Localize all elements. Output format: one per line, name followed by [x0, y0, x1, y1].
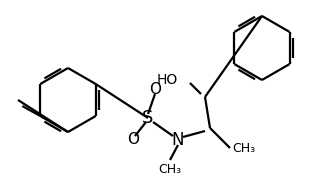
Text: O: O — [149, 83, 161, 97]
Text: HO: HO — [157, 73, 178, 87]
Text: O: O — [127, 132, 139, 147]
Text: CH₃: CH₃ — [158, 163, 182, 176]
Text: N: N — [172, 131, 184, 149]
Text: CH₃: CH₃ — [232, 142, 255, 155]
Text: S: S — [142, 109, 154, 127]
